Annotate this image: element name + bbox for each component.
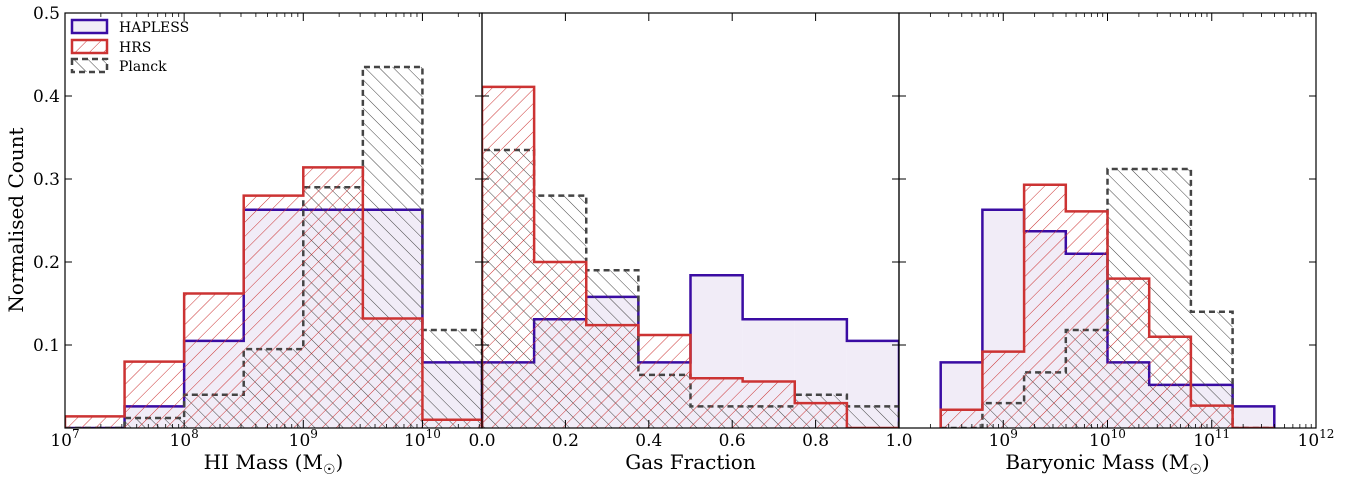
- panel-gas-fraction: 0.0 0.2 0.4 0.6 0.8 1.0 Gas Fraction: [468, 12, 913, 474]
- bar-planck-6: [422, 330, 482, 428]
- legend-swatch-planck: [70, 57, 109, 74]
- plot-area: [65, 65, 482, 428]
- x-tick-label: 0.8: [802, 431, 829, 451]
- x-tick-label: 1011: [1193, 427, 1230, 451]
- x-axis-label: Baryonic Mass (M☉): [1005, 450, 1209, 478]
- bar-hrs-4: [1107, 278, 1150, 428]
- x-tick-label: 0.4: [635, 431, 662, 451]
- bar-hrs-5: [362, 318, 423, 428]
- x-tick-label: 1010: [1089, 427, 1126, 451]
- x-tick-label: 0.6: [719, 431, 746, 451]
- x-tick-label: 109: [989, 427, 1018, 451]
- bar-hrs-1: [982, 351, 1025, 428]
- bar-hrs-6: [1190, 405, 1233, 428]
- bar-hrs-3: [243, 195, 304, 428]
- x-tick-label: 0.2: [552, 431, 579, 451]
- outline-hrs: [939, 183, 1275, 428]
- x-tick-label: 109: [289, 427, 318, 451]
- series-hrs: [482, 85, 899, 428]
- bar-hrs-1: [124, 361, 185, 428]
- plot-area: [482, 85, 899, 428]
- bar-hrs-5: [1149, 336, 1191, 428]
- bar-hrs-4: [690, 378, 743, 428]
- series-hrs: [65, 166, 482, 428]
- bar-hrs-2: [586, 325, 639, 428]
- plot-area: [939, 167, 1276, 428]
- bar-hrs-0: [482, 86, 535, 428]
- bar-planck-7: [846, 406, 899, 428]
- y-tick-label: 0.1: [33, 336, 60, 356]
- bar-hrs-6: [422, 419, 482, 428]
- x-tick-label: 1.0: [885, 431, 912, 451]
- outline-planck: [65, 65, 482, 428]
- outline-hrs: [65, 166, 482, 428]
- bar-hrs-3: [638, 335, 691, 428]
- y-tick-label: 0.2: [33, 253, 60, 273]
- bar-hrs-3: [1065, 211, 1108, 428]
- x-axis-label: HI Mass (M☉): [204, 450, 344, 478]
- x-axis-label: Gas Fraction: [625, 450, 756, 474]
- legend-swatch-hrs: [70, 38, 109, 55]
- outline-hrs: [482, 85, 899, 428]
- x-tick-label: 1010: [404, 427, 441, 451]
- bar-hrs-0: [65, 416, 125, 428]
- bar-hrs-4: [303, 167, 363, 428]
- panel-hi-mass: 0.1 0.2 0.3 0.4 0.5 107 108 109 1010 HI Mass (M☉): [33, 4, 483, 478]
- legend-label-planck: Planck: [119, 59, 167, 75]
- x-tick-label: 0.0: [468, 431, 495, 451]
- x-tick-label: 1012: [1298, 427, 1335, 451]
- bar-hrs-2: [184, 293, 244, 428]
- legend-label-hrs: HRS: [119, 40, 151, 56]
- panel-baryonic-mass: 109 1010 1011 1012 Baryonic Mass (M☉): [898, 12, 1335, 478]
- bar-hrs-6: [794, 403, 847, 428]
- legend: HAPLESS HRS Planck: [70, 18, 189, 75]
- y-tick-label: 0.4: [33, 87, 60, 107]
- series-hrs: [939, 183, 1275, 428]
- y-tick-label: 0.3: [33, 170, 60, 190]
- legend-label-hapless: HAPLESS: [119, 20, 189, 36]
- y-axis-label: Normalised Count: [4, 127, 28, 312]
- x-tick-label: 107: [50, 427, 79, 451]
- bar-hrs-5: [742, 381, 795, 428]
- x-tick-label: 108: [170, 427, 199, 451]
- y-tick-label: 0.5: [33, 4, 60, 24]
- bar-hapless-7: [1232, 406, 1275, 428]
- legend-swatch-hapless: [70, 18, 109, 35]
- bar-hrs-2: [1024, 184, 1066, 428]
- bar-hrs-1: [534, 262, 587, 428]
- bar-hrs-0: [940, 409, 983, 428]
